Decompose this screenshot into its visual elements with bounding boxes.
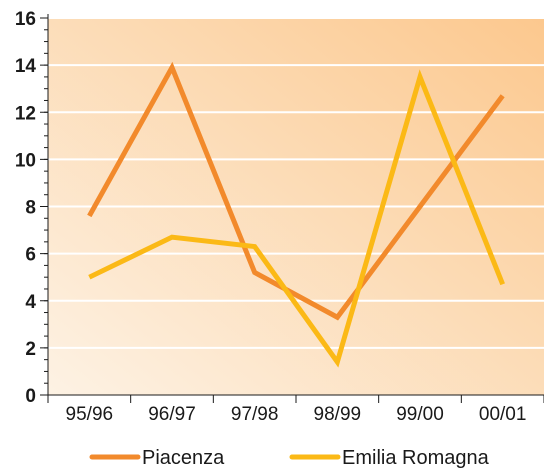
y-tick-label: 8 [25,198,36,219]
x-tick-label: 98/99 [314,404,362,425]
x-tick-label: 99/00 [396,404,444,425]
x-tick-label: 96/97 [148,404,196,425]
x-tick-label: 95/96 [66,404,114,425]
y-tick-label: 0 [25,386,36,407]
y-tick-label: 2 [25,339,36,360]
legend-label: Piacenza [142,447,225,469]
y-tick-label: 10 [15,150,36,171]
y-tick-label: 4 [25,292,36,313]
x-tick-label: 00/01 [479,404,527,425]
legend-label: Emilia Romagna [342,447,490,469]
y-tick-label: 12 [15,103,36,124]
y-tick-label: 14 [15,56,37,77]
x-tick-label: 97/98 [231,404,279,425]
y-tick-label: 6 [25,245,36,266]
y-tick-label: 16 [15,9,36,30]
